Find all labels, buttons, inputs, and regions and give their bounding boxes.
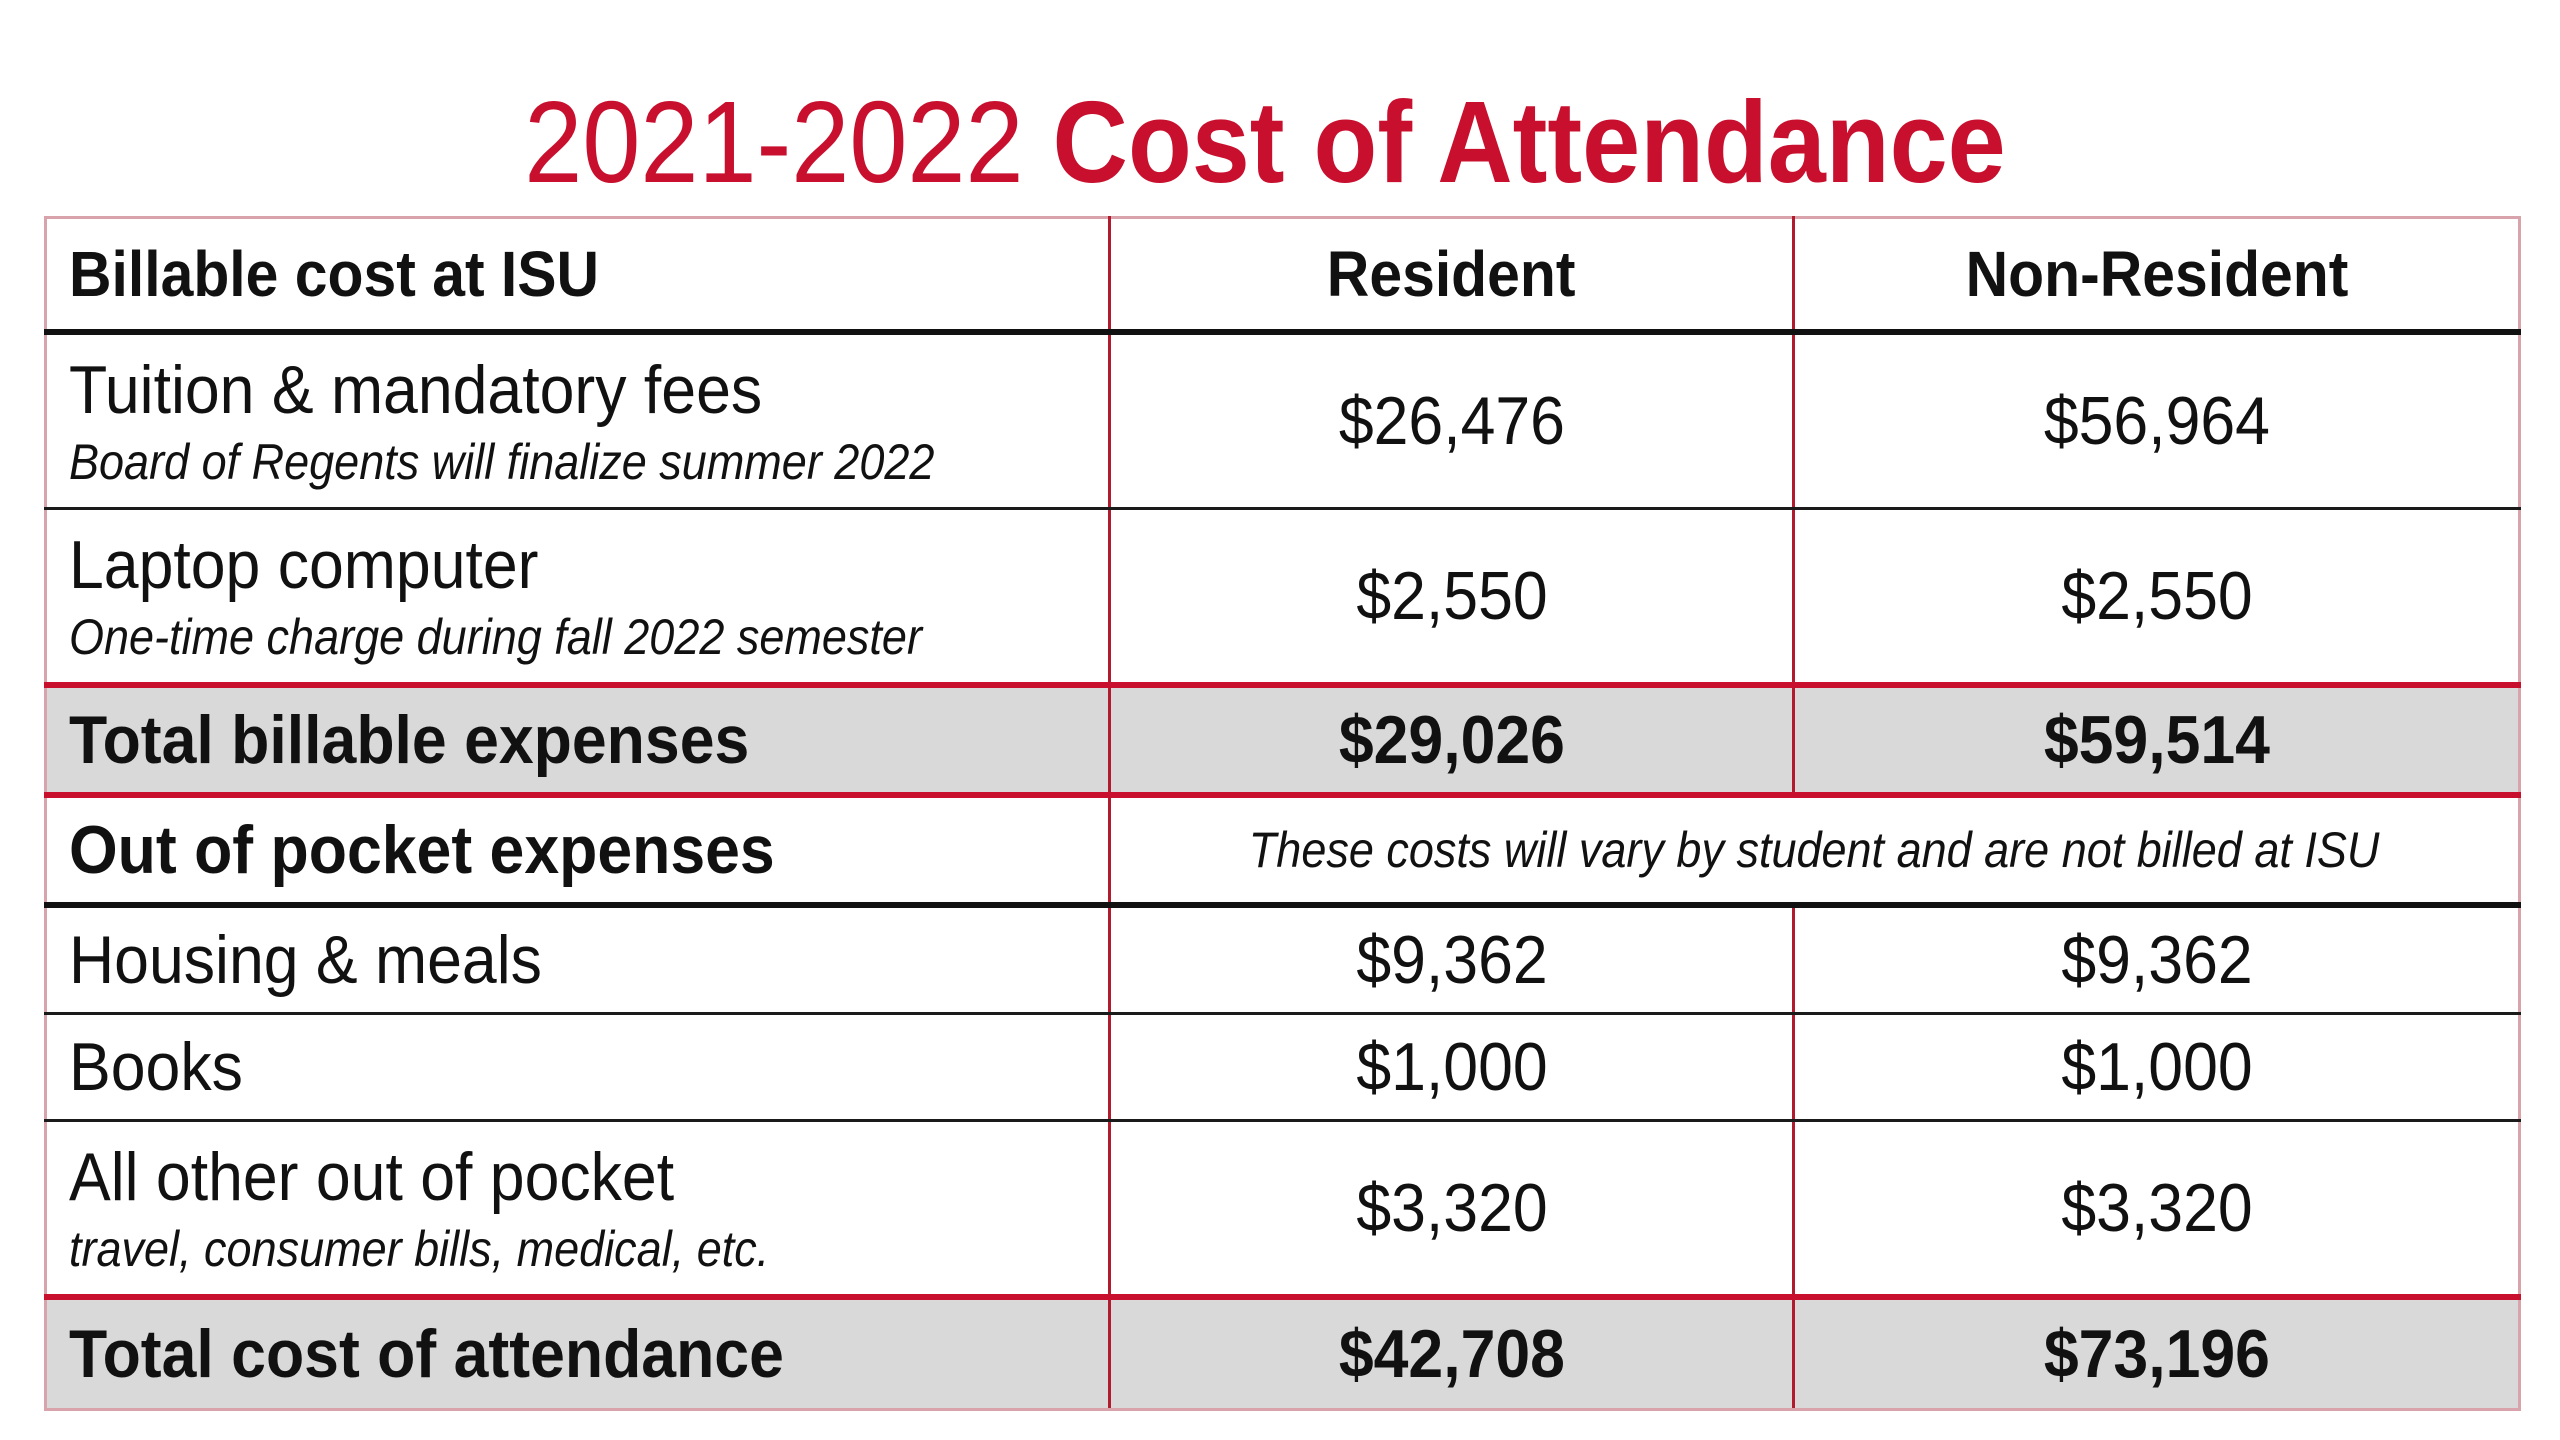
tuition-non-resident-value: $56,964 (2043, 383, 2270, 459)
total-attendance-label: Total cost of attendance (69, 1316, 784, 1392)
header-non-resident: Non-Resident (1965, 238, 2348, 310)
other-resident-value: $3,320 (1355, 1170, 1548, 1246)
books-non-resident-value: $1,000 (2060, 1029, 2253, 1105)
out-of-pocket-label-cell: Out of pocket expenses (45, 795, 1110, 908)
header-resident-cell: Resident (1108, 217, 1794, 335)
total-attendance-resident-cell: $42,708 (1108, 1297, 1794, 1411)
other-label-cell: All other out of pocket travel, consumer… (45, 1120, 1110, 1300)
books-resident-cell: $1,000 (1108, 1013, 1794, 1122)
table-row-other: All other out of pocket travel, consumer… (45, 1120, 2520, 1300)
cost-table: Billable cost at ISU Resident Non-Reside… (44, 216, 2521, 1411)
housing-non-resident-cell: $9,362 (1792, 905, 2520, 1015)
title-year: 2021-2022 (524, 77, 1024, 207)
total-billable-label-cell: Total billable expenses (45, 685, 1110, 798)
housing-label: Housing & meals (69, 922, 542, 998)
table-row-housing: Housing & meals $9,362 $9,362 (45, 905, 2520, 1015)
total-billable-non-resident-value: $59,514 (2043, 702, 2270, 778)
page-title: 2021-2022 Cost of Attendance (127, 72, 2404, 212)
housing-non-resident-value: $9,362 (2060, 922, 2253, 998)
tuition-label-cell: Tuition & mandatory fees Board of Regent… (45, 332, 1110, 510)
housing-label-cell: Housing & meals (45, 905, 1110, 1015)
other-label: All other out of pocket (69, 1139, 675, 1215)
laptop-resident-value: $2,550 (1355, 558, 1548, 634)
total-billable-non-resident-cell: $59,514 (1792, 685, 2520, 798)
total-attendance-label-cell: Total cost of attendance (45, 1297, 1110, 1411)
tuition-resident-value: $26,476 (1338, 383, 1565, 459)
header-label-cell: Billable cost at ISU (45, 217, 1110, 335)
title-main: Cost of Attendance (1052, 77, 2006, 207)
out-of-pocket-note: These costs will vary by student and are… (1249, 822, 2380, 878)
total-attendance-resident-value: $42,708 (1338, 1316, 1565, 1392)
header-non-resident-cell: Non-Resident (1792, 217, 2520, 335)
books-label: Books (69, 1029, 243, 1105)
tuition-non-resident-cell: $56,964 (1792, 332, 2520, 510)
table-row-tuition: Tuition & mandatory fees Board of Regent… (45, 332, 2520, 510)
total-billable-label: Total billable expenses (69, 702, 750, 778)
header-resident: Resident (1327, 238, 1576, 310)
other-resident-cell: $3,320 (1108, 1120, 1794, 1300)
other-non-resident-value: $3,320 (2060, 1170, 2253, 1246)
table-header-row: Billable cost at ISU Resident Non-Reside… (45, 217, 2520, 335)
housing-resident-cell: $9,362 (1108, 905, 1794, 1015)
books-non-resident-cell: $1,000 (1792, 1013, 2520, 1122)
housing-resident-value: $9,362 (1355, 922, 1548, 998)
laptop-note: One-time charge during fall 2022 semeste… (69, 609, 922, 665)
total-attendance-non-resident-cell: $73,196 (1792, 1297, 2520, 1411)
other-note: travel, consumer bills, medical, etc. (69, 1221, 770, 1277)
table-row-laptop: Laptop computer One-time charge during f… (45, 508, 2520, 688)
table-row-total-attendance: Total cost of attendance $42,708 $73,196 (45, 1297, 2520, 1411)
laptop-non-resident-value: $2,550 (2060, 558, 2253, 634)
out-of-pocket-label: Out of pocket expenses (69, 812, 775, 888)
tuition-label: Tuition & mandatory fees (69, 352, 763, 428)
table-row-books: Books $1,000 $1,000 (45, 1013, 2520, 1122)
laptop-resident-cell: $2,550 (1108, 508, 1794, 688)
total-attendance-non-resident-value: $73,196 (2043, 1316, 2270, 1392)
books-resident-value: $1,000 (1355, 1029, 1548, 1105)
table-row-out-of-pocket-header: Out of pocket expenses These costs will … (45, 795, 2520, 908)
total-billable-resident-value: $29,026 (1338, 702, 1565, 778)
other-non-resident-cell: $3,320 (1792, 1120, 2520, 1300)
laptop-label: Laptop computer (69, 527, 539, 603)
header-label: Billable cost at ISU (69, 238, 600, 310)
books-label-cell: Books (45, 1013, 1110, 1122)
laptop-non-resident-cell: $2,550 (1792, 508, 2520, 688)
laptop-label-cell: Laptop computer One-time charge during f… (45, 508, 1110, 688)
total-billable-resident-cell: $29,026 (1108, 685, 1794, 798)
out-of-pocket-note-cell: These costs will vary by student and are… (1108, 795, 2520, 908)
tuition-note: Board of Regents will finalize summer 20… (69, 434, 935, 490)
tuition-resident-cell: $26,476 (1108, 332, 1794, 510)
table-row-total-billable: Total billable expenses $29,026 $59,514 (45, 685, 2520, 798)
